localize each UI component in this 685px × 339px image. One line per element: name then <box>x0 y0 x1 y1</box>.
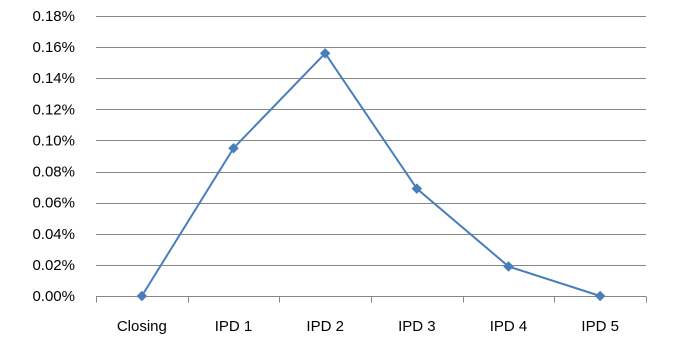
y-tick-label: 0.08% <box>32 164 75 181</box>
data-point-marker <box>136 290 148 302</box>
y-tick-label: 0.00% <box>32 288 75 305</box>
series-line <box>140 51 601 297</box>
data-point-marker <box>228 142 239 154</box>
gridlines <box>96 16 646 266</box>
y-tick-label: 0.18% <box>32 8 75 25</box>
y-tick-label: 0.10% <box>32 132 75 149</box>
data-point-marker <box>411 183 423 195</box>
x-axis-tick-labels: Closing IPD 1 IPD 2 IPD 3 IPD 4 IPD 5 <box>117 318 619 335</box>
x-tick-label: Closing <box>117 318 167 335</box>
y-tick-label: 0.04% <box>32 226 75 243</box>
y-axis-tick-labels: 0.00% 0.02% 0.04% 0.06% 0.08% 0.10% 0.12% 0.14%… <box>32 8 75 305</box>
axes <box>96 296 647 303</box>
y-tick-label: 0.12% <box>32 101 75 118</box>
data-point-marker <box>503 261 514 272</box>
y-tick-label: 0.06% <box>32 195 75 212</box>
x-tick-label: IPD 3 <box>398 318 436 335</box>
series <box>136 47 606 302</box>
data-point-marker <box>319 47 331 59</box>
x-tick-label: IPD 2 <box>306 318 344 335</box>
y-tick-label: 0.14% <box>32 70 75 87</box>
data-point-marker <box>594 290 606 302</box>
y-tick-label: 0.02% <box>32 257 75 274</box>
x-tick-label: IPD 4 <box>490 318 528 335</box>
x-tick-label: IPD 5 <box>581 318 619 335</box>
x-tick-label: IPD 1 <box>215 318 253 335</box>
y-tick-label: 0.16% <box>32 39 75 56</box>
